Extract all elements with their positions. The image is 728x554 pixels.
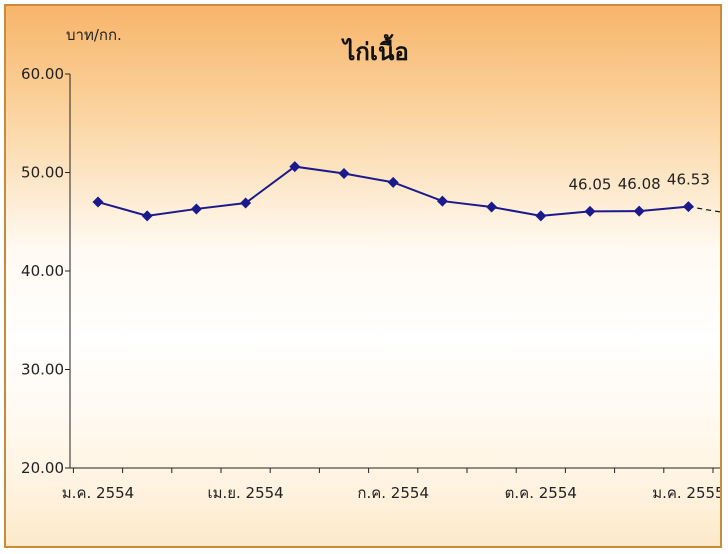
- data-point-marker: [92, 196, 104, 208]
- y-tick-label: 20.00: [21, 459, 64, 477]
- data-point-marker: [240, 197, 252, 209]
- x-tick-label: เม.ย. 2554: [207, 484, 283, 502]
- chart-frame: บาท/กก. ไก่เนื้อ 20.00 30.00 40.00 50.00 60.…: [4, 4, 722, 548]
- data-point-marker: [289, 161, 301, 173]
- x-tick-label: ต.ค. 2554: [505, 484, 577, 502]
- data-point-marker: [190, 203, 202, 215]
- y-tick-label: 50.00: [21, 164, 64, 182]
- data-point-marker: [436, 195, 448, 207]
- y-axis-unit-label: บาท/กก.: [66, 26, 122, 44]
- data-point-marker: [387, 176, 399, 188]
- chart-title: ไก่เนื้อ: [340, 33, 409, 66]
- data-label: 46.05: [569, 175, 612, 193]
- data-point-marker: [338, 167, 350, 179]
- x-tick-label: ก.ค. 2554: [357, 484, 429, 502]
- y-tick-label: 40.00: [21, 262, 64, 280]
- y-tick-label: 30.00: [21, 361, 64, 379]
- x-tick-label: ม.ค. 2554: [62, 484, 134, 502]
- trend-dashed-line: [688, 206, 720, 213]
- data-point-marker: [682, 201, 694, 213]
- data-label: 46.53: [667, 171, 710, 189]
- y-tick-label: 60.00: [21, 65, 64, 83]
- data-point-marker: [141, 210, 153, 222]
- data-point-marker: [584, 205, 596, 217]
- data-label: 46.08: [618, 175, 661, 193]
- data-point-marker: [535, 210, 547, 222]
- data-point-marker: [486, 201, 498, 213]
- x-tick-label: ม.ค. 2555: [652, 484, 720, 502]
- data-point-marker: [633, 205, 645, 217]
- line-chart: บาท/กก. ไก่เนื้อ 20.00 30.00 40.00 50.00 60.…: [21, 26, 720, 502]
